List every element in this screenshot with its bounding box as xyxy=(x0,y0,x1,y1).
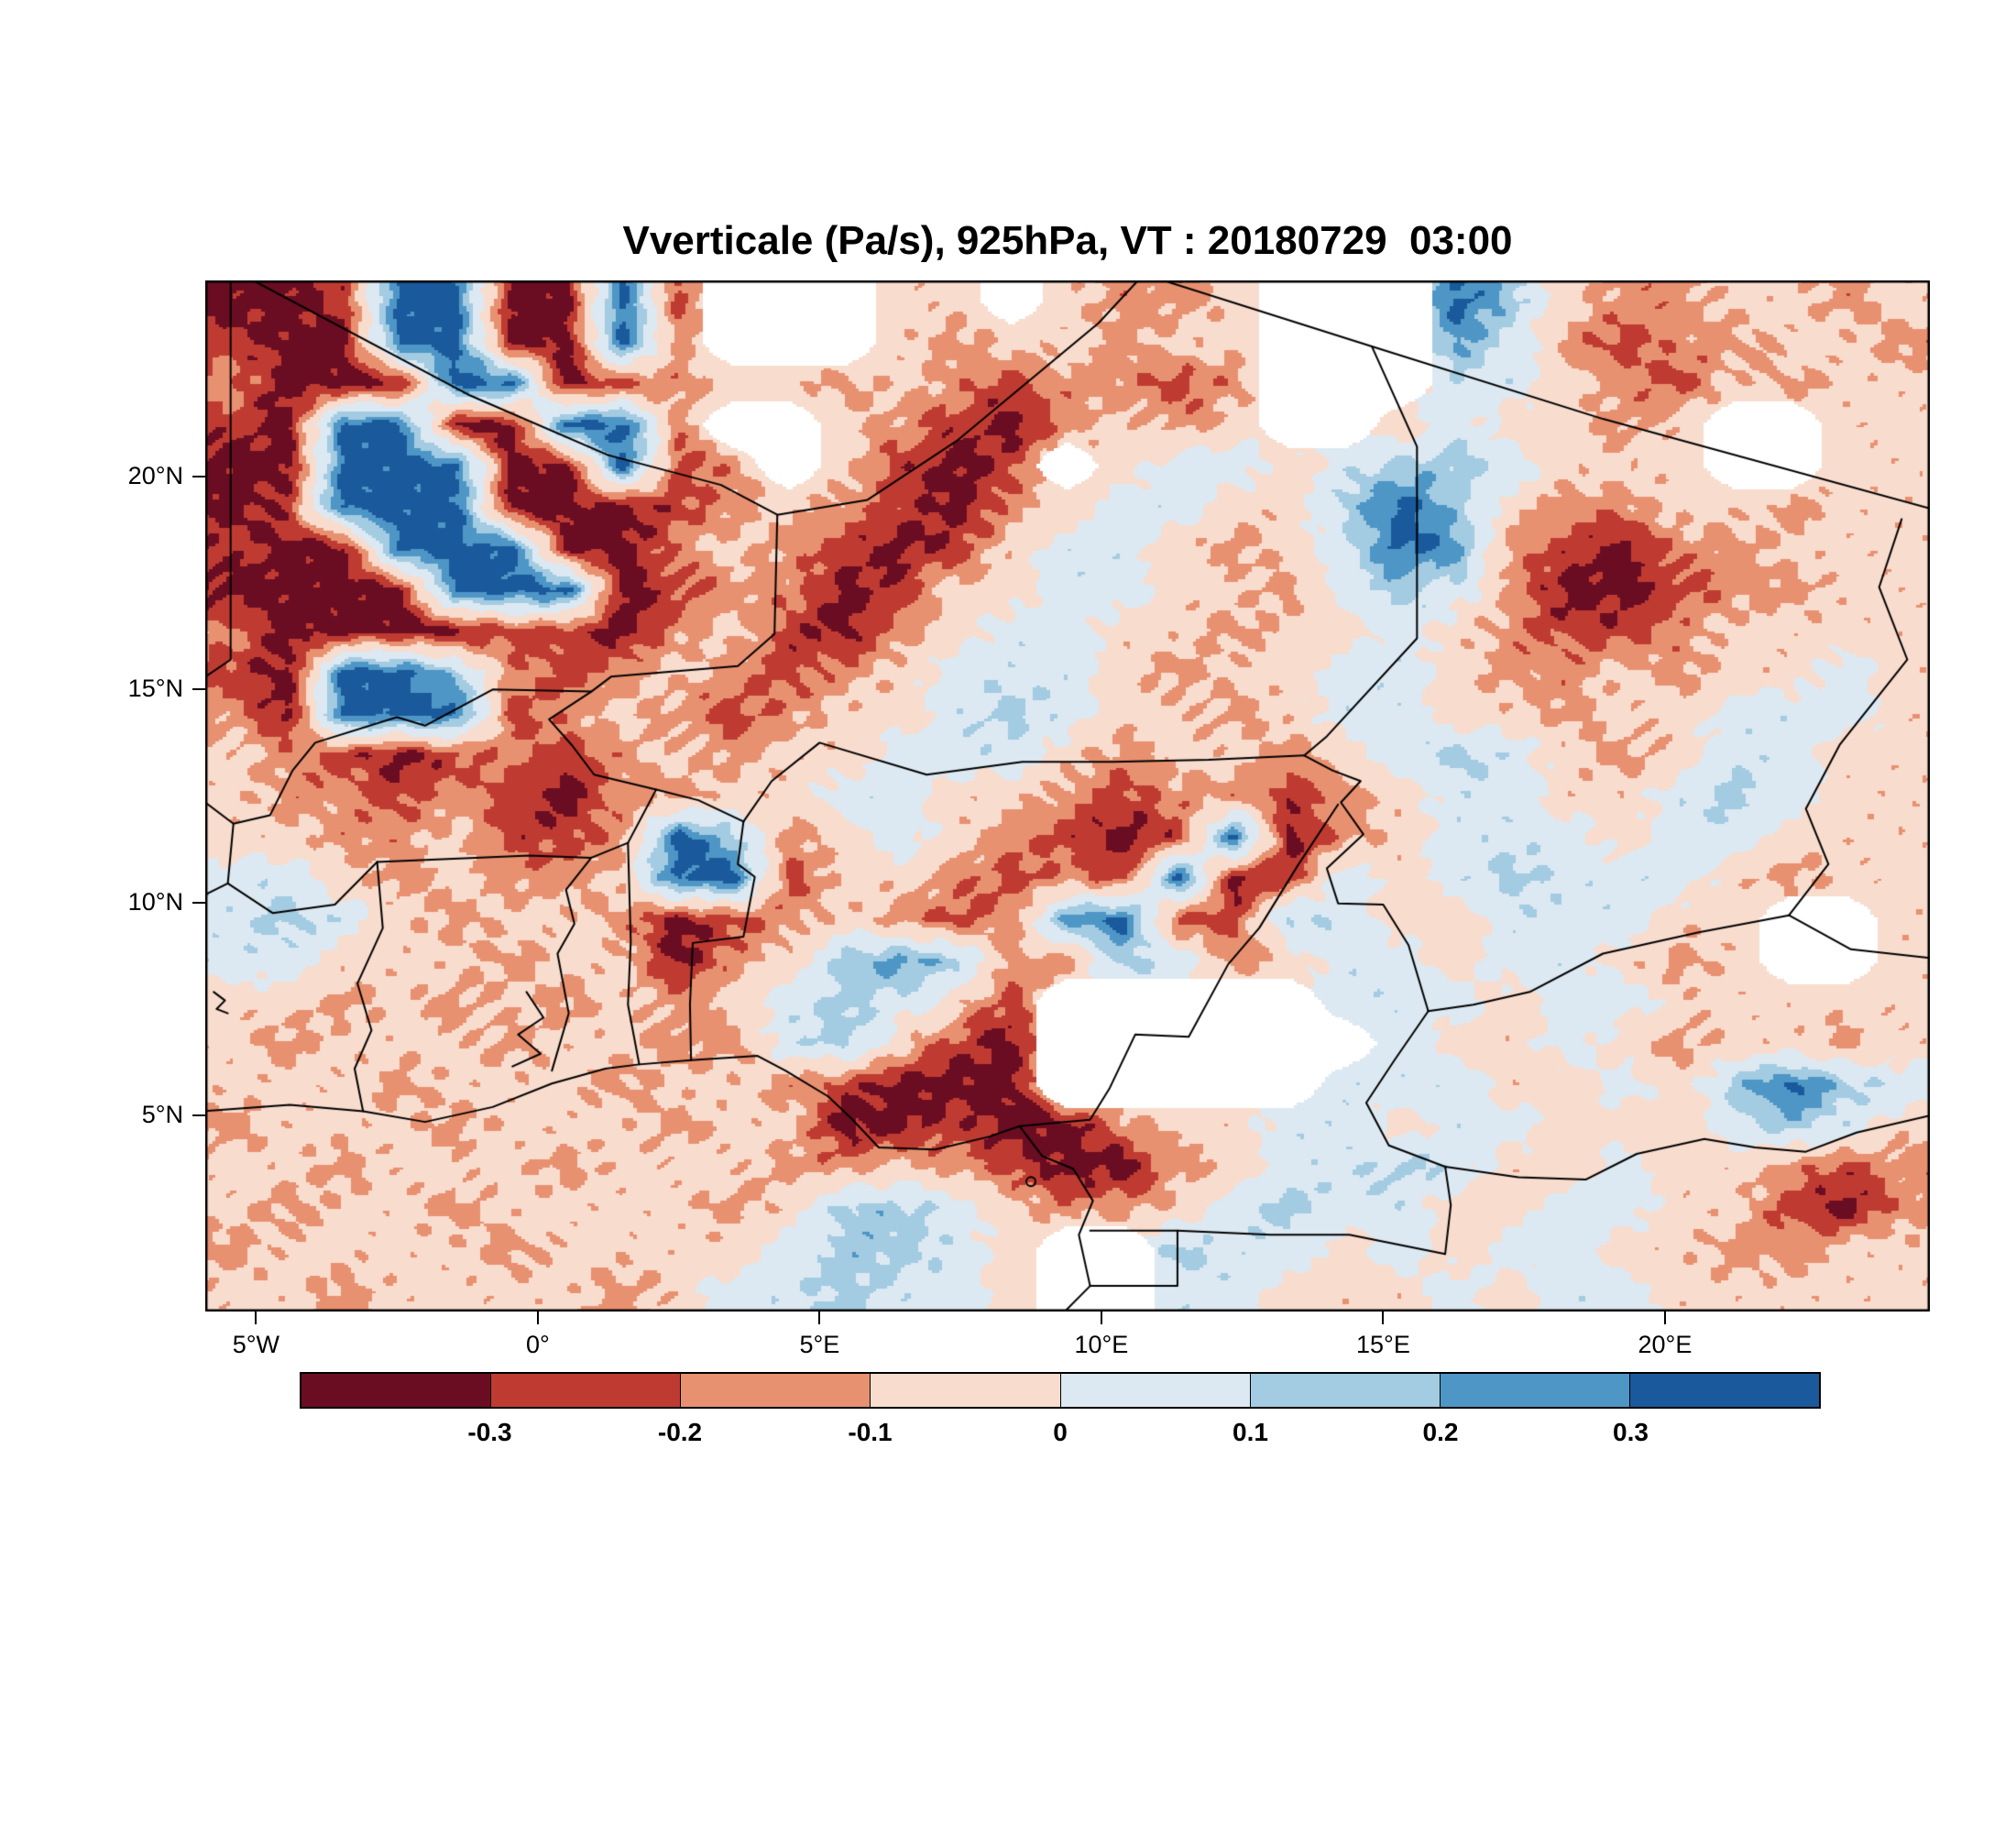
colorbar-segment xyxy=(491,1374,682,1407)
map-canvas xyxy=(205,280,1930,1312)
y-axis-tick-label: 10°N xyxy=(127,887,183,916)
x-axis-tick xyxy=(1382,1312,1385,1324)
y-axis-tick xyxy=(192,901,205,904)
colorbar-segment xyxy=(681,1374,871,1407)
y-axis-tick-label: 15°N xyxy=(127,675,183,703)
colorbar-tick-label: -0.1 xyxy=(848,1418,893,1446)
x-axis-tick-label: 5°E xyxy=(799,1331,840,1358)
colorbar-tick-label: 0.3 xyxy=(1613,1418,1649,1446)
y-axis-tick xyxy=(192,1114,205,1117)
plot-title: Vverticale (Pa/s), 925hPa, VT : 20180729… xyxy=(622,218,1513,263)
colorbar xyxy=(300,1372,1821,1409)
x-axis-tick-label: 10°E xyxy=(1074,1331,1129,1358)
colorbar-tick-label: 0.2 xyxy=(1422,1418,1459,1446)
y-axis-tick-label: 5°N xyxy=(141,1101,183,1129)
y-axis-tick xyxy=(192,688,205,691)
x-axis-tick xyxy=(1663,1312,1666,1324)
x-axis-tick xyxy=(1100,1312,1102,1324)
y-axis-tick xyxy=(192,475,205,477)
colorbar-tick-label: -0.3 xyxy=(467,1418,512,1446)
colorbar-segment xyxy=(871,1374,1061,1407)
x-axis-tick-label: 5°W xyxy=(232,1331,279,1358)
colorbar-segment xyxy=(1250,1374,1441,1407)
x-axis-tick xyxy=(536,1312,539,1324)
colorbar-segment xyxy=(1440,1374,1630,1407)
x-axis-tick xyxy=(255,1312,257,1324)
x-axis-tick-label: 15°E xyxy=(1355,1331,1410,1358)
colorbar-tick-label: -0.2 xyxy=(657,1418,703,1446)
x-axis-tick-label: 0° xyxy=(525,1331,550,1358)
colorbar-segment xyxy=(1629,1374,1819,1407)
colorbar-tick-label: 0 xyxy=(1053,1418,1068,1446)
colorbar-segment xyxy=(301,1374,492,1407)
colorbar-tick-label: 0.1 xyxy=(1233,1418,1268,1446)
x-axis-tick-label: 20°E xyxy=(1638,1331,1693,1358)
colorbar-segment xyxy=(1060,1374,1251,1407)
x-axis-tick xyxy=(818,1312,821,1324)
y-axis-tick-label: 20°N xyxy=(127,461,183,489)
